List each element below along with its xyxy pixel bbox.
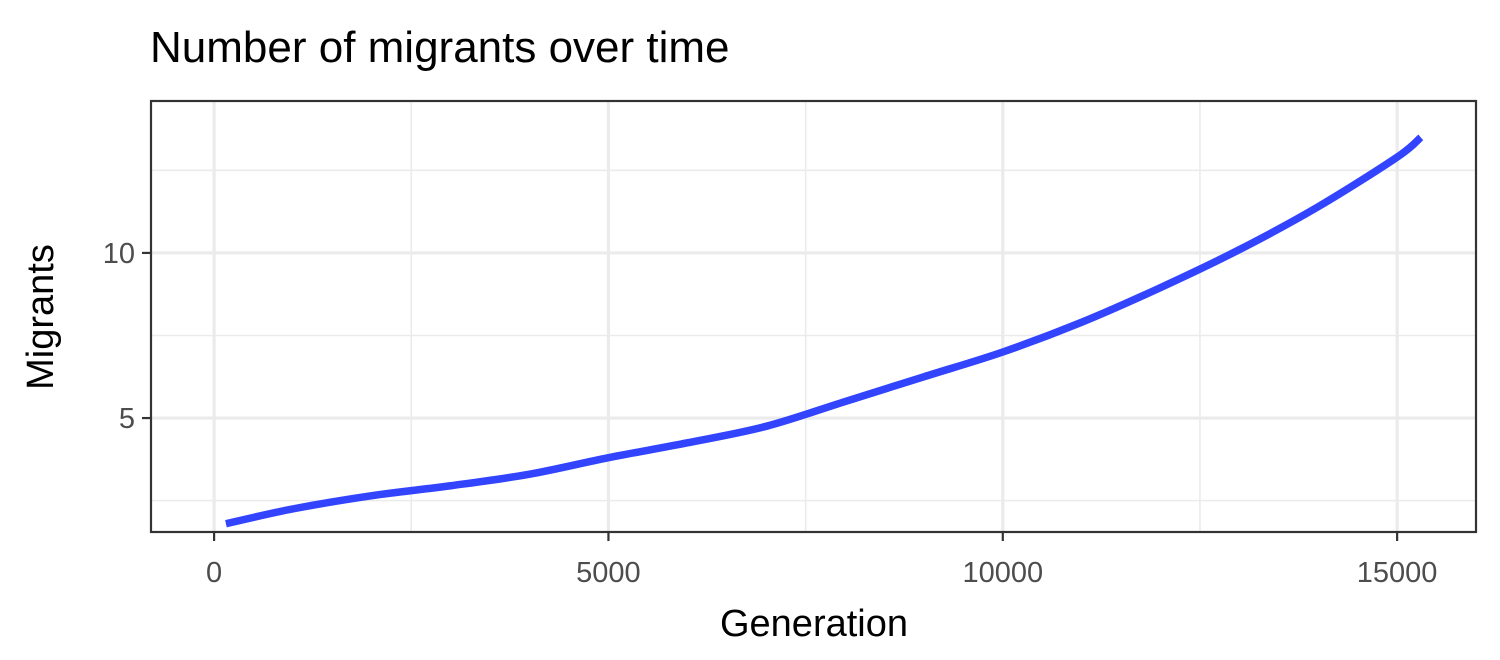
x-tick-label: 10000 bbox=[962, 557, 1043, 589]
chart-title: Number of migrants over time bbox=[150, 23, 730, 72]
y-tick-label: 10 bbox=[103, 238, 135, 270]
minor-gridlines bbox=[151, 101, 1476, 532]
x-tick-label: 5000 bbox=[576, 557, 641, 589]
series-line bbox=[225, 134, 1424, 528]
plot-panel-border bbox=[149, 99, 1478, 534]
y-tick-label: 5 bbox=[119, 403, 135, 435]
y-axis-title: Migrants bbox=[20, 244, 62, 390]
y-axis-ticks: 5 10 bbox=[103, 238, 151, 435]
x-axis-ticks: 0 5000 10000 15000 bbox=[206, 532, 1437, 589]
x-tick-label: 15000 bbox=[1357, 557, 1438, 589]
x-axis-title: Generation bbox=[720, 603, 908, 645]
series-layer bbox=[225, 134, 1424, 528]
x-tick-label: 0 bbox=[206, 557, 222, 589]
major-gridlines bbox=[151, 101, 1476, 532]
